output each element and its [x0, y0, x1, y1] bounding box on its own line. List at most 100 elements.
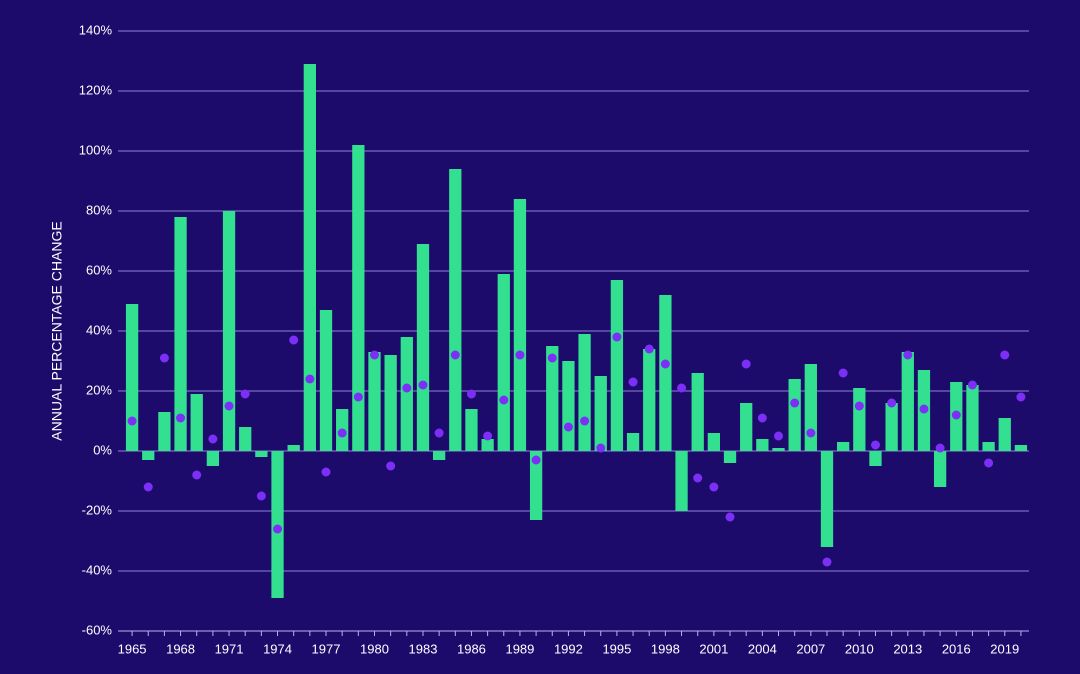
x-tick-label: 2001 — [699, 641, 728, 656]
y-tick-label: -40% — [82, 562, 113, 577]
dot — [127, 416, 137, 426]
dot — [596, 443, 606, 453]
bar — [465, 409, 478, 451]
dot — [289, 335, 299, 345]
bar — [933, 451, 947, 487]
bar — [820, 451, 834, 547]
dot — [466, 389, 476, 399]
bar — [853, 388, 866, 451]
bar — [174, 217, 187, 451]
dot — [321, 467, 331, 477]
dot — [208, 434, 218, 444]
bar — [319, 310, 333, 451]
dot — [143, 482, 153, 492]
dot — [434, 428, 444, 438]
bar — [513, 199, 527, 451]
bar — [675, 451, 688, 511]
bar — [901, 352, 914, 451]
dot — [790, 398, 800, 408]
dot — [1016, 392, 1026, 402]
dot — [660, 359, 670, 369]
dot — [822, 557, 832, 567]
x-tick-label: 1974 — [263, 641, 292, 656]
dot — [402, 383, 412, 393]
x-tick-label: 1989 — [505, 641, 534, 656]
dot — [256, 491, 266, 501]
dot — [935, 443, 945, 453]
bar — [610, 280, 624, 451]
y-tick-label: 80% — [86, 202, 112, 217]
bar — [626, 433, 640, 451]
dot — [757, 413, 767, 423]
dot — [725, 512, 735, 522]
x-tick-label: 1983 — [409, 641, 438, 656]
bar — [416, 244, 430, 451]
x-tick-label: 1998 — [651, 641, 680, 656]
bar — [982, 442, 995, 451]
dot — [337, 428, 347, 438]
x-tick-label: 1965 — [118, 641, 147, 656]
y-tick-label: 40% — [86, 322, 112, 337]
dot — [741, 359, 751, 369]
bar — [432, 451, 446, 460]
y-axis-label: ANNUAL PERCENTAGE CHANGE — [49, 221, 65, 440]
dot — [612, 332, 622, 342]
dot — [677, 383, 687, 393]
bar — [190, 394, 203, 451]
y-tick-label: -60% — [82, 622, 113, 637]
bar — [546, 346, 559, 451]
dot — [644, 344, 654, 354]
bar — [659, 295, 672, 451]
bar — [400, 337, 413, 451]
bar — [497, 274, 510, 451]
x-tick-label: 2019 — [990, 641, 1019, 656]
bar — [529, 451, 543, 520]
x-tick-label: 1977 — [312, 641, 341, 656]
bar — [206, 451, 220, 466]
dot — [369, 350, 379, 360]
bar — [449, 169, 462, 451]
y-tick-label: 140% — [79, 22, 113, 37]
y-tick-label: 20% — [86, 382, 112, 397]
bar — [384, 355, 397, 451]
dot — [870, 440, 880, 450]
dot — [951, 410, 961, 420]
dot — [693, 473, 703, 483]
y-tick-label: 120% — [79, 82, 113, 97]
bar — [756, 439, 769, 451]
y-tick-label: 100% — [79, 142, 113, 157]
dot — [273, 524, 283, 534]
bar — [594, 376, 607, 451]
x-tick-label: 1992 — [554, 641, 583, 656]
dot — [353, 392, 363, 402]
bar — [998, 418, 1011, 451]
bar — [772, 448, 785, 451]
bar — [142, 451, 155, 460]
bar — [707, 433, 721, 451]
bar — [1014, 445, 1028, 451]
bar — [578, 334, 591, 451]
x-tick-label: 1971 — [215, 641, 244, 656]
dot — [580, 416, 590, 426]
x-tick-label: 2010 — [845, 641, 874, 656]
bar — [352, 145, 365, 451]
bar — [740, 403, 753, 451]
bar — [303, 64, 316, 451]
bar — [837, 442, 850, 451]
dot — [386, 461, 396, 471]
x-tick-label: 2013 — [893, 641, 922, 656]
bar — [255, 451, 268, 457]
x-tick-label: 1995 — [602, 641, 631, 656]
bar — [562, 361, 575, 451]
bar — [239, 427, 252, 451]
dot — [984, 458, 994, 468]
dot — [806, 428, 816, 438]
dot — [854, 401, 864, 411]
bar — [691, 373, 704, 451]
dot — [547, 353, 557, 363]
bar — [222, 211, 236, 451]
bar — [643, 349, 656, 451]
bar — [788, 379, 801, 451]
